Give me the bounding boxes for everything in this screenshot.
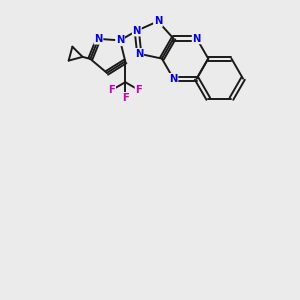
Text: F: F <box>122 93 129 103</box>
Text: N: N <box>193 34 201 44</box>
Text: F: F <box>135 85 142 95</box>
Text: F: F <box>109 85 115 95</box>
Text: N: N <box>94 34 103 44</box>
Text: N: N <box>154 16 162 26</box>
Text: N: N <box>116 35 124 45</box>
Text: N: N <box>135 49 143 59</box>
Text: N: N <box>169 74 178 84</box>
Text: N: N <box>133 26 141 36</box>
